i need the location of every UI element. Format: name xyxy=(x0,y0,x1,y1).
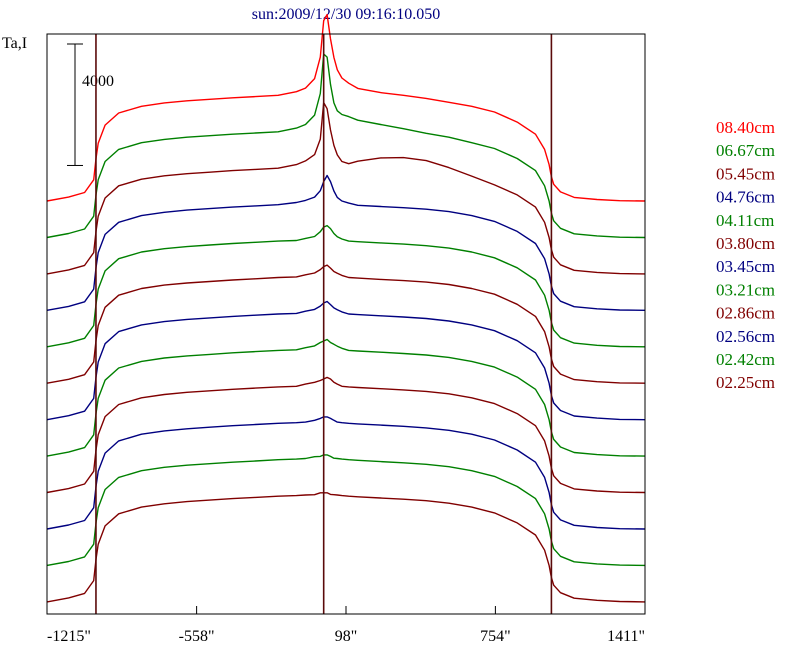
series-line-02-42cm xyxy=(46,454,646,567)
series-line-02-25cm xyxy=(46,492,646,603)
series-line-03-21cm xyxy=(46,338,646,457)
scale-bar-label: 4000 xyxy=(82,73,114,90)
legend-entry: 02.56cm xyxy=(716,327,775,346)
series-line-03-80cm xyxy=(46,264,646,384)
series-line-03-45cm xyxy=(46,300,646,421)
y-axis-label: Ta,I xyxy=(2,35,27,52)
legend: 08.40cm 06.67cm 05.45cm 04.76cm 04.11cm 03.80… xyxy=(716,118,775,392)
series-line-04-11cm xyxy=(46,224,646,348)
x-tick-label: 754" xyxy=(480,628,511,645)
x-tick-label: -1215" xyxy=(47,628,91,645)
legend-entry: 02.25cm xyxy=(716,373,775,392)
legend-entry: 02.42cm xyxy=(716,350,775,369)
series-line-05-45cm xyxy=(46,101,646,275)
vertical-markers xyxy=(95,34,553,614)
series-line-04-76cm xyxy=(46,174,646,311)
legend-entry: 08.40cm xyxy=(716,118,775,137)
series-line-02-56cm xyxy=(46,416,646,530)
series-curves xyxy=(46,13,646,603)
x-tick-label: 98" xyxy=(335,628,358,645)
plot-frame xyxy=(46,33,646,615)
legend-entry: 06.67cm xyxy=(716,141,775,160)
scale-bar: 4000 xyxy=(67,43,114,166)
chart-title: sun:2009/12/30 09:16:10.050 xyxy=(252,6,440,23)
legend-entry: 04.11cm xyxy=(716,211,774,230)
legend-entry: 05.45cm xyxy=(716,164,775,183)
series-line-02-86cm xyxy=(46,376,646,494)
x-tick-label: 1411" xyxy=(607,628,645,645)
legend-entry: 03.21cm xyxy=(716,280,775,299)
legend-entry: 02.86cm xyxy=(716,304,775,323)
legend-entry: 03.45cm xyxy=(716,257,775,276)
legend-entry: 04.76cm xyxy=(716,188,775,207)
series-line-08-40cm xyxy=(46,13,646,202)
x-tick-label: -558" xyxy=(179,628,215,645)
x-axis-ticks: -1215" -558" 98" 754" 1411" xyxy=(46,606,646,645)
series-line-06-67cm xyxy=(46,53,646,239)
legend-entry: 03.80cm xyxy=(716,234,775,253)
